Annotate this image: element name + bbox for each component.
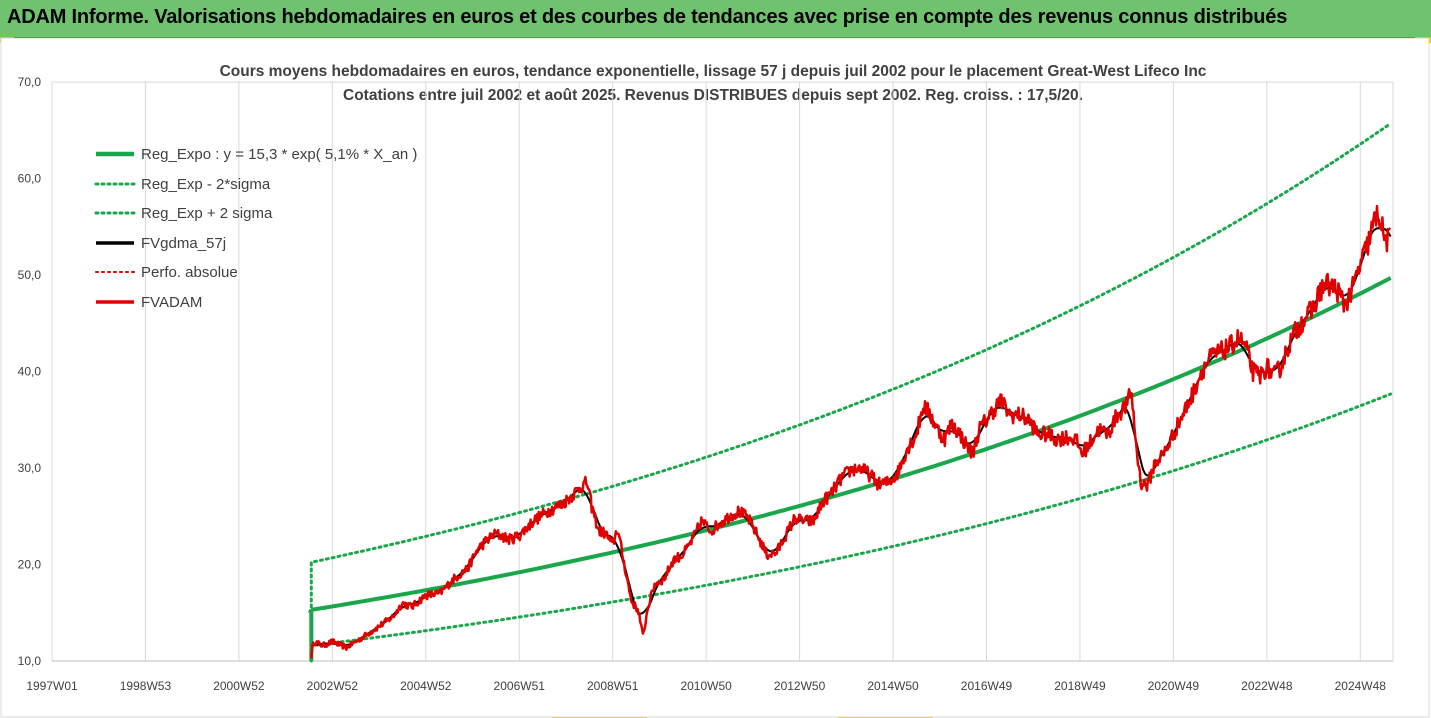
x-tick-label: 2000W52 <box>213 679 265 693</box>
y-tick-label: 30,0 <box>18 461 42 475</box>
series-layer <box>307 122 1393 663</box>
chart-subtitle: Cotations entre juil 2002 et août 2025. … <box>343 87 1083 104</box>
series-reg-high <box>309 122 1393 663</box>
y-tick-label: 20,0 <box>18 558 42 572</box>
y-tick-label: 10,0 <box>18 654 42 668</box>
legend-label: FVgdma_57j <box>141 235 226 252</box>
legend-label: Reg_Exp - 2*sigma <box>141 176 271 193</box>
legend-label: Reg_Exp + 2 sigma <box>141 205 273 222</box>
y-tick-label: 50,0 <box>18 268 42 282</box>
x-tick-label: 2008W51 <box>587 679 639 693</box>
x-tick-label: 2002W52 <box>307 679 359 693</box>
x-tick-label: 2004W52 <box>400 679 452 693</box>
x-tick-label: 2006W51 <box>494 679 546 693</box>
legend-label: Perfo. absolue <box>141 264 238 281</box>
legend: Reg_Expo : y = 15,3 * exp( 5,1% * X_an )… <box>94 146 417 311</box>
chart: Cours moyens hebdomadaires en euros, ten… <box>0 38 1430 718</box>
series-fvadam <box>310 204 1392 659</box>
legend-label: Reg_Expo : y = 15,3 * exp( 5,1% * X_an ) <box>141 146 417 163</box>
x-tick-label: 2024W48 <box>1335 679 1387 693</box>
y-tick-label: 40,0 <box>18 365 42 379</box>
series-reg-low <box>309 392 1393 648</box>
legend-label: FVADAM <box>141 294 202 311</box>
axes: 1997W01 1998W53 2000W52 2002W52 2004W52 2006W… <box>18 75 1393 693</box>
x-tick-label: 2010W50 <box>680 679 732 693</box>
series-reg-expo <box>307 276 1392 661</box>
banner-title: ADAM Informe. Valorisations hebdomadaire… <box>7 6 1288 28</box>
x-tick-label: 2018W49 <box>1054 679 1106 693</box>
chart-frame <box>0 38 1430 718</box>
x-tick-label: 2022W48 <box>1241 679 1293 693</box>
x-tick-label: 2020W49 <box>1148 679 1200 693</box>
y-tick-label: 60,0 <box>18 172 42 186</box>
x-tick-label: 1997W01 <box>26 679 78 693</box>
chart-title: Cours moyens hebdomadaires en euros, ten… <box>220 63 1207 80</box>
x-tick-label: 1998W53 <box>120 679 172 693</box>
x-tick-label: 2016W49 <box>961 679 1013 693</box>
y-tick-label: 70,0 <box>18 75 42 89</box>
x-tick-label: 2012W50 <box>774 679 826 693</box>
banner: ADAM Informe. Valorisations hebdomadaire… <box>0 0 1431 38</box>
x-tick-label: 2014W50 <box>867 679 919 693</box>
